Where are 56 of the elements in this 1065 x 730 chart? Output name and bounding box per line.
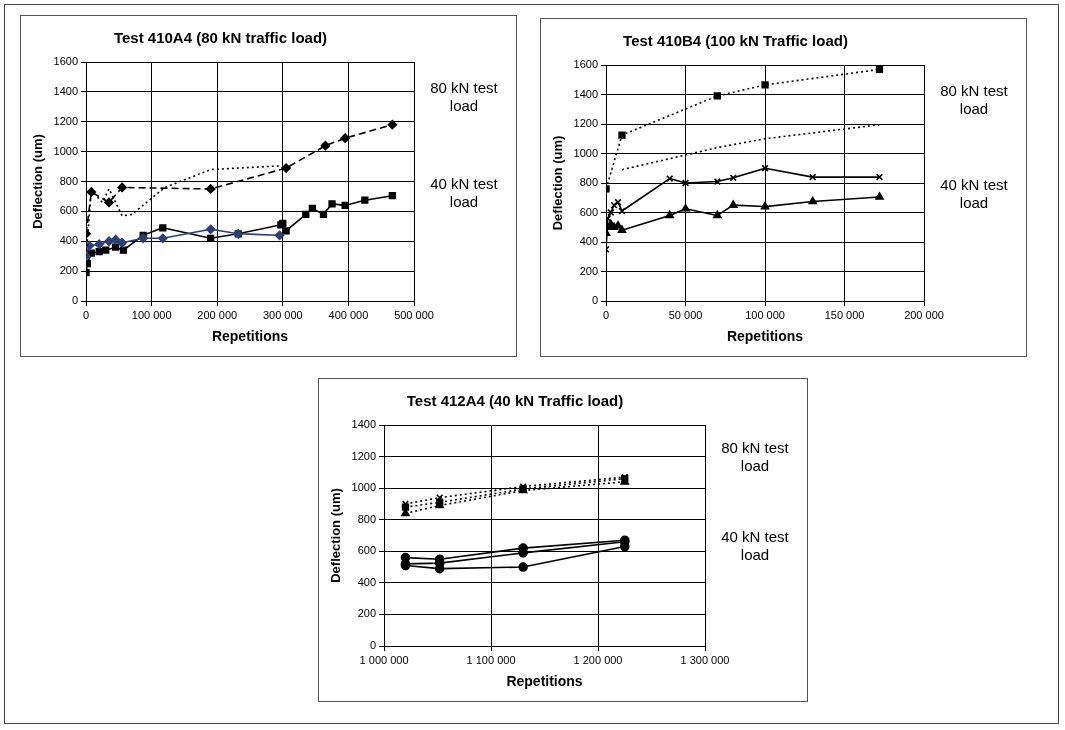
y-tick-label: 1400 xyxy=(573,87,599,100)
x-tick-label: 400 000 xyxy=(328,308,369,321)
y-tick-label: 600 xyxy=(59,204,79,217)
x-tick-label: 1 300 000 xyxy=(680,653,730,666)
x-axis-title: Repetitions xyxy=(726,328,804,345)
y-tick-label: 800 xyxy=(59,174,79,187)
y-tick-label: 600 xyxy=(357,544,377,557)
text: 80 kN test load xyxy=(430,78,499,114)
chart-title: Test 410B4 (100 kN Traffic load) xyxy=(623,32,848,50)
y-tick-label: 1200 xyxy=(53,114,79,127)
y-tick-label: 200 xyxy=(357,607,377,620)
y-tick-label: 200 xyxy=(579,264,599,277)
x-tick-label: 200 000 xyxy=(197,308,238,321)
chart-title: Test 412A4 (40 kN Traffic load) xyxy=(406,392,624,410)
y-tick-label: 200 xyxy=(59,264,79,277)
y-tick-label: 600 xyxy=(579,205,599,218)
y-tick-label: 800 xyxy=(357,512,377,525)
y-axis-title: Deflection (um) xyxy=(550,135,566,231)
y-tick-label: 1000 xyxy=(573,146,599,159)
y-axis-title: Deflection (um) xyxy=(30,134,46,229)
text: 80 kN test load xyxy=(721,439,790,475)
text: 40 kN test load xyxy=(430,174,499,210)
y-tick-label: 400 xyxy=(59,234,79,247)
y-tick-label: 1000 xyxy=(53,144,79,157)
y-tick-label: 400 xyxy=(357,575,377,588)
x-tick-label: 1 000 000 xyxy=(359,653,409,666)
y-tick-label: 800 xyxy=(579,176,599,189)
text: 80 kN test load xyxy=(940,81,1009,117)
y-tick-label: 1000 xyxy=(351,481,377,494)
text: 40 kN test load xyxy=(940,175,1009,211)
x-tick-label: 0 xyxy=(83,308,90,321)
x-axis-title: Repetitions xyxy=(506,673,583,690)
text: 40 kN test load xyxy=(721,527,790,563)
x-axis-title: Repetitions xyxy=(211,328,289,345)
y-tick-label: 1400 xyxy=(53,84,79,97)
x-tick-label: 50 000 xyxy=(668,308,703,321)
x-tick-label: 1 200 000 xyxy=(573,653,623,666)
y-tick-label: 0 xyxy=(369,639,377,652)
x-tick-label: 1 100 000 xyxy=(466,653,516,666)
y-tick-label: 0 xyxy=(591,294,599,307)
chart-title: Test 410A4 (80 kN traffic load) xyxy=(113,29,328,47)
y-tick-label: 1600 xyxy=(53,55,79,68)
x-tick-label: 500 000 xyxy=(394,308,434,321)
y-tick-label: 1200 xyxy=(351,449,377,462)
x-tick-label: 150 000 xyxy=(824,308,865,321)
x-tick-label: 100 000 xyxy=(745,308,785,321)
y-tick-label: 1600 xyxy=(573,58,599,71)
y-tick-label: 1200 xyxy=(573,117,599,130)
x-tick-label: 100 000 xyxy=(131,308,172,321)
y-tick-label: 0 xyxy=(71,294,79,307)
x-tick-label: 300 000 xyxy=(262,308,303,321)
x-tick-label: 0 xyxy=(603,308,610,321)
x-tick-label: 200 000 xyxy=(904,308,944,321)
y-axis-title: Deflection (um) xyxy=(328,488,344,583)
y-tick-label: 400 xyxy=(579,235,599,248)
y-tick-label: 1400 xyxy=(351,418,377,431)
